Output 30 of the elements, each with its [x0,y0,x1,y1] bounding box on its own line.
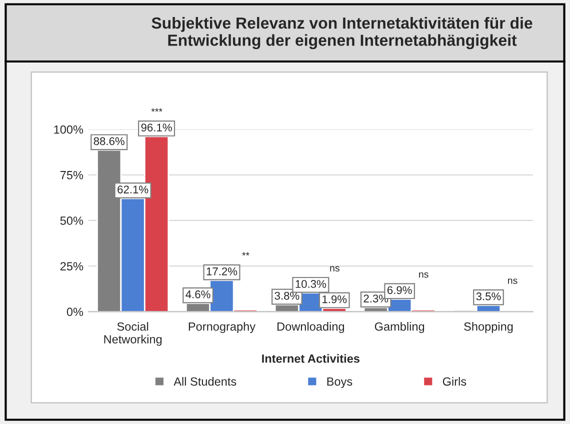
data-label: 1.9% [322,295,347,304]
x-tick-label: Downloading [277,322,344,334]
data-label: 6.9% [387,286,412,294]
legend-label: Boys [327,377,352,388]
data-label: 4.6% [186,290,210,298]
legend-label: All Students [174,377,236,386]
annotation: ns [419,272,428,278]
y-tick-label: 50% [60,216,84,225]
x-axis-title: Internet Activities [262,354,360,363]
text: *** [151,108,162,112]
data-label: 3.8% [274,292,300,300]
data-label: 10.3% [296,280,326,288]
data-label: 62.1% [118,186,148,194]
x-tick-label: Gambling [374,322,424,334]
x-tick-label: Social Networking [104,322,162,346]
chart-title: Subjektive Relevanz von Internetaktivitäten für die Entwicklung der eigenen Internetabhängigkeit [152,16,532,50]
x-tick-label: Shopping [464,322,513,334]
y-tick-label: 75% [60,170,84,180]
y-tick-label: 100% [54,125,84,134]
x-tick-label: Pornography [188,322,256,334]
annotation: ** [242,252,250,256]
data-label: 3.5% [476,292,501,300]
y-tick-label: 0% [66,308,84,316]
data-label: 96.1% [141,124,172,132]
annotation: ns [330,266,340,272]
y-tick-label: 25% [60,262,84,270]
data-label: 88.6% [94,137,124,146]
legend-label: Girls [442,377,466,386]
data-label: 17.2% [206,267,238,276]
annotation: ns [508,278,518,284]
